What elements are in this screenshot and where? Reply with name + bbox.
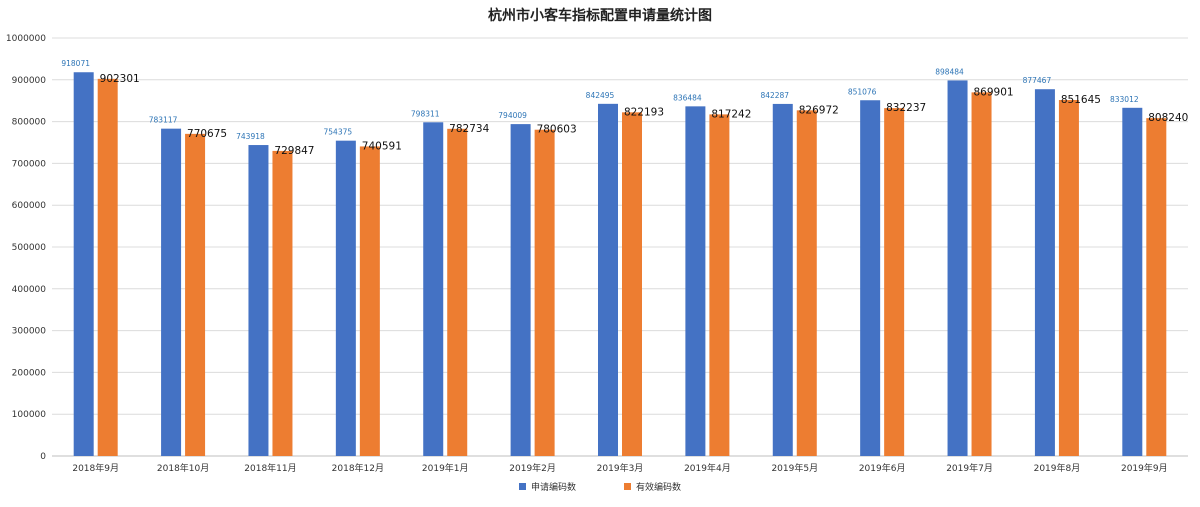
bar-series-1 <box>510 124 531 456</box>
data-label-series-2: 782734 <box>449 123 489 135</box>
y-tick-label: 900000 <box>12 76 47 86</box>
x-tick-label: 2019年7月 <box>946 462 993 474</box>
data-label-series-2: 770675 <box>187 128 227 140</box>
legend-item-series-2: 有效编码数 <box>624 480 681 493</box>
y-tick-label: 1000000 <box>6 34 46 44</box>
bar-series-2 <box>1146 118 1167 457</box>
x-tick-label: 2018年11月 <box>244 462 296 474</box>
bar-series-1 <box>860 100 881 456</box>
bar-series-1 <box>248 145 269 456</box>
x-tick-label: 2019年6月 <box>859 462 906 474</box>
data-label-series-1: 877467 <box>1023 76 1052 85</box>
bar-series-2 <box>447 128 468 456</box>
data-label-series-2: 826972 <box>799 104 839 116</box>
bar-series-2 <box>622 112 642 456</box>
data-label-series-1: 783117 <box>149 116 178 125</box>
bar-series-2 <box>796 110 817 456</box>
x-tick-label: 2019年1月 <box>422 462 469 474</box>
x-tick-label: 2019年9月 <box>1121 462 1168 474</box>
bar-series-1 <box>1122 107 1143 456</box>
bar-series-2 <box>272 150 293 456</box>
x-tick-label: 2018年9月 <box>72 462 119 474</box>
data-label-series-2: 808240 <box>1148 112 1188 124</box>
y-tick-label: 600000 <box>12 201 47 211</box>
data-label-series-1: 754375 <box>324 128 353 137</box>
legend-swatch-series-1 <box>518 483 526 490</box>
data-label-series-1: 851076 <box>848 87 877 96</box>
bar-series-1 <box>161 128 182 456</box>
data-label-series-1: 898484 <box>935 67 964 76</box>
bar-series-2 <box>185 133 206 456</box>
bar-series-2 <box>534 129 555 456</box>
bar-series-2 <box>884 108 905 456</box>
x-tick-label: 2019年5月 <box>771 462 818 474</box>
data-label-series-1: 918071 <box>61 59 90 68</box>
y-tick-label: 300000 <box>12 327 47 337</box>
bar-series-1 <box>685 106 706 457</box>
x-tick-label: 2018年10月 <box>157 462 209 474</box>
legend-label-series-1: 申请编码数 <box>530 483 576 493</box>
bar-series-2 <box>359 146 380 456</box>
bar-series-1 <box>423 122 444 456</box>
x-tick-label: 2019年3月 <box>597 462 644 474</box>
y-tick-label: 100000 <box>12 410 47 420</box>
y-tick-label: 200000 <box>12 368 47 378</box>
bar-series-1 <box>772 103 793 456</box>
bar-series-1 <box>598 103 618 456</box>
data-label-series-2: 817242 <box>711 108 751 120</box>
data-label-series-1: 836484 <box>673 93 702 102</box>
data-label-series-1: 842495 <box>586 91 615 100</box>
y-tick-label: 0 <box>40 452 46 462</box>
data-label-series-2: 780603 <box>537 124 577 136</box>
data-label-series-2: 729847 <box>274 145 314 157</box>
data-label-series-2: 869901 <box>973 86 1013 98</box>
legend-swatch-series-2 <box>624 483 631 490</box>
bar-series-2 <box>971 92 992 456</box>
data-label-series-1: 842287 <box>760 91 789 100</box>
x-tick-label: 2019年8月 <box>1034 462 1081 474</box>
data-label-series-2: 832237 <box>886 102 926 114</box>
bar-series-1 <box>1034 89 1055 456</box>
data-label-series-2: 902301 <box>100 73 140 85</box>
bar-series-2 <box>1058 100 1079 456</box>
legend-label-series-2: 有效编码数 <box>636 483 682 493</box>
bar-series-1 <box>947 80 968 456</box>
x-tick-label: 2019年2月 <box>509 462 556 474</box>
bar-series-1 <box>335 140 356 456</box>
x-tick-label: 2019年4月 <box>684 462 731 474</box>
bar-series-2 <box>97 78 118 456</box>
x-tick-label: 2018年12月 <box>332 462 384 474</box>
data-label-series-1: 794009 <box>498 111 527 120</box>
data-label-series-2: 822193 <box>624 106 664 118</box>
data-label-series-1: 743918 <box>236 132 265 141</box>
y-tick-label: 800000 <box>12 118 47 128</box>
y-tick-label: 400000 <box>12 285 47 295</box>
data-label-series-1: 833012 <box>1110 95 1139 104</box>
bar-series-1 <box>73 72 94 456</box>
data-label-series-2: 740591 <box>362 140 402 152</box>
y-tick-label: 700000 <box>12 159 47 169</box>
bar-series-2 <box>709 114 730 456</box>
data-label-series-1: 798311 <box>411 109 440 118</box>
legend-item-series-1: 申请编码数 <box>518 480 576 493</box>
legend: 申请编码数 有效编码数 <box>0 480 1200 493</box>
data-label-series-2: 851645 <box>1061 94 1101 106</box>
y-tick-label: 500000 <box>12 243 47 253</box>
chart-title: 杭州市小客车指标配置申请量统计图 <box>488 8 712 24</box>
